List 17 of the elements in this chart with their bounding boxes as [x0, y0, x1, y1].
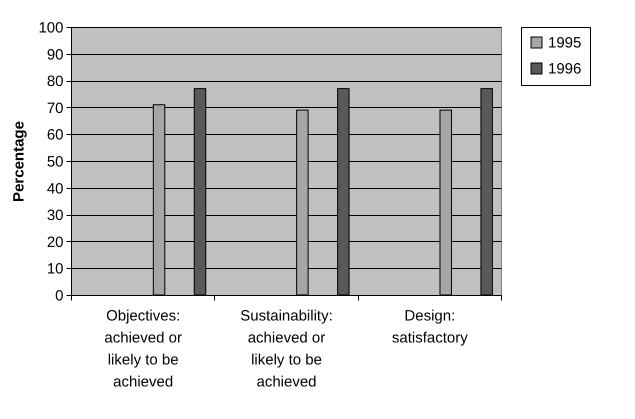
- y-tick-label: 20: [46, 234, 64, 251]
- y-axis-title: Percentage: [10, 121, 28, 202]
- x-tick-label: Objectives: achieved or likely to be achieved: [104, 308, 182, 390]
- y-tick-label: 90: [46, 46, 64, 64]
- x-tick-label: Sustainability: achieved or likely to be achieved: [240, 308, 333, 390]
- y-tick-label: 60: [46, 126, 64, 144]
- legend-label: 1996: [548, 60, 582, 78]
- y-tick-label: 70: [46, 100, 64, 117]
- y-tick-label: 50: [46, 154, 64, 170]
- y-tick-label: 100: [38, 20, 64, 36]
- y-tick-label: 80: [46, 73, 64, 90]
- y-tick-label: 0: [55, 288, 64, 304]
- y-tick-label: 40: [46, 180, 64, 198]
- legend-label: 1995: [548, 34, 582, 52]
- y-tick-label: 30: [46, 207, 64, 224]
- y-tick-label: 10: [46, 260, 64, 278]
- x-tick-label: Design: satisfactory: [392, 308, 468, 346]
